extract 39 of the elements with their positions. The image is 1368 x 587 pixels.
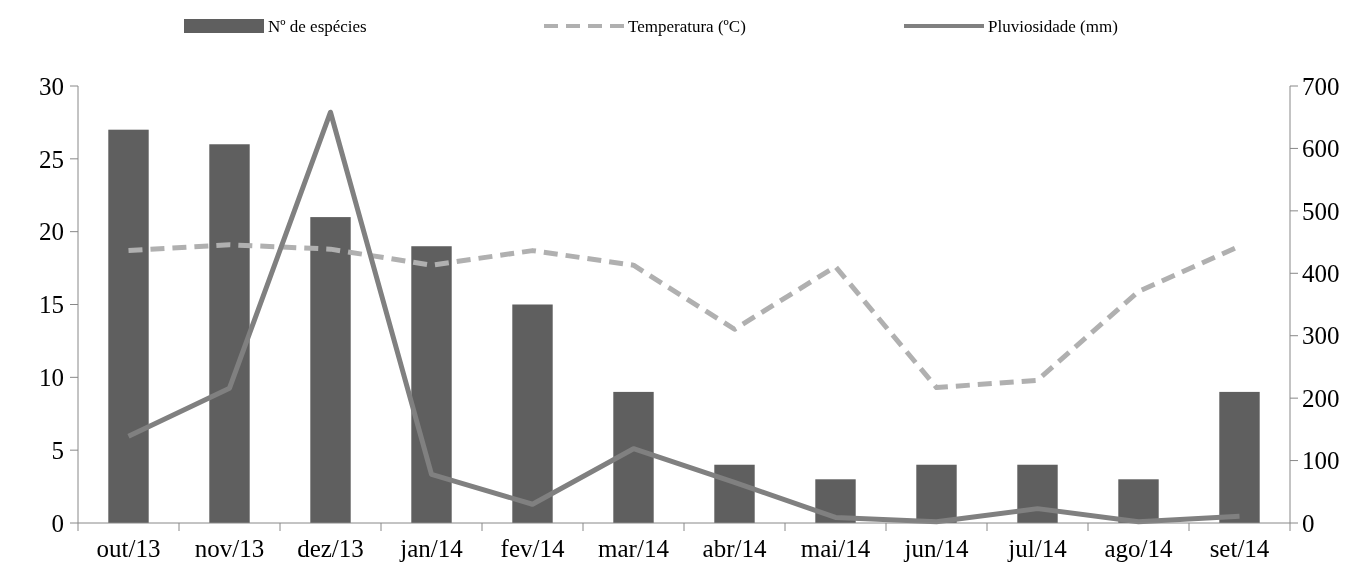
x-tick-label: out/13 bbox=[96, 535, 161, 562]
bar bbox=[512, 304, 553, 523]
y-tick-label: 20 bbox=[39, 218, 64, 246]
legend-label: Pluviosidade (mm) bbox=[988, 16, 1118, 36]
bar bbox=[714, 464, 755, 523]
y2-tick-label: 700 bbox=[1302, 72, 1340, 100]
legend-label: Temperatura (ºC) bbox=[628, 16, 746, 36]
y2-tick-label: 200 bbox=[1302, 384, 1340, 412]
x-tick-label: nov/13 bbox=[194, 535, 265, 562]
y2-tick-label: 100 bbox=[1302, 447, 1340, 475]
bar bbox=[1017, 464, 1058, 523]
x-tick-label: jun/14 bbox=[903, 535, 969, 562]
y2-tick-label: 500 bbox=[1302, 197, 1340, 225]
bar bbox=[411, 246, 452, 523]
bar bbox=[209, 144, 250, 523]
bar bbox=[310, 217, 351, 523]
y2-tick-label: 300 bbox=[1302, 322, 1340, 350]
bar bbox=[108, 129, 149, 523]
bar bbox=[1219, 391, 1260, 523]
x-tick-label: fev/14 bbox=[500, 535, 565, 562]
x-tick-label: mai/14 bbox=[800, 535, 871, 562]
y2-tick-label: 400 bbox=[1302, 260, 1340, 288]
bar bbox=[613, 391, 654, 523]
y2-tick-label: 600 bbox=[1302, 135, 1340, 163]
y-tick-label: 5 bbox=[51, 436, 64, 464]
x-tick-label: abr/14 bbox=[702, 535, 767, 562]
x-tick-label: mar/14 bbox=[598, 535, 670, 562]
x-tick-label: dez/13 bbox=[297, 535, 364, 562]
y-tick-label: 25 bbox=[39, 145, 64, 173]
x-tick-label: set/14 bbox=[1209, 535, 1270, 562]
x-tick-label: jan/14 bbox=[399, 535, 464, 562]
y2-tick-label: 0 bbox=[1302, 509, 1315, 537]
x-tick-label: jul/14 bbox=[1007, 535, 1068, 562]
legend-label: Nº de espécies bbox=[268, 16, 367, 36]
y-tick-label: 0 bbox=[51, 509, 64, 537]
y-tick-label: 15 bbox=[39, 291, 64, 319]
y-tick-label: 30 bbox=[39, 72, 64, 100]
y-tick-label: 10 bbox=[39, 364, 64, 392]
x-tick-label: ago/14 bbox=[1104, 535, 1174, 562]
